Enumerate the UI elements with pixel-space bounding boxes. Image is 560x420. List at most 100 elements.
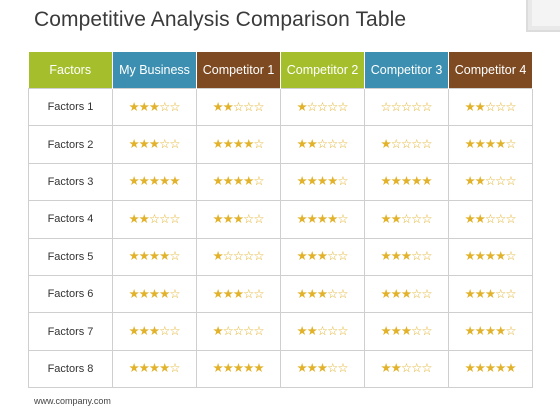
star-empty-icon: ☆: [337, 324, 349, 339]
star-empty-icon: ☆: [505, 174, 517, 189]
star-filled-icon: ★: [222, 361, 234, 376]
star-filled-icon: ★: [390, 249, 402, 264]
star-filled-icon: ★: [390, 324, 402, 339]
comparison-table: Factors My Business Competitor 1 Competi…: [28, 52, 533, 389]
rating-cell: ★★★☆☆: [196, 200, 281, 239]
star-empty-icon: ☆: [337, 137, 349, 152]
star-empty-icon: ☆: [243, 324, 255, 339]
star-rating: ★★★★☆: [464, 324, 516, 339]
star-filled-icon: ★: [464, 324, 476, 339]
star-empty-icon: ☆: [411, 324, 423, 339]
star-empty-icon: ☆: [243, 211, 255, 226]
star-filled-icon: ★: [222, 286, 234, 301]
star-empty-icon: ☆: [495, 211, 507, 226]
star-empty-icon: ☆: [169, 361, 181, 376]
star-filled-icon: ★: [296, 361, 308, 376]
star-empty-icon: ☆: [243, 249, 255, 264]
star-empty-icon: ☆: [253, 286, 265, 301]
star-filled-icon: ★: [128, 361, 140, 376]
star-empty-icon: ☆: [159, 324, 171, 339]
table-row: Factors 8 ★★★★☆ ★★★★★ ★★★☆☆ ★★☆☆☆ ★★★★★: [28, 349, 533, 389]
star-filled-icon: ★: [464, 174, 476, 189]
star-filled-icon: ★: [495, 324, 507, 339]
factor-label: Factors 8: [28, 349, 113, 389]
star-empty-icon: ☆: [421, 211, 433, 226]
star-empty-icon: ☆: [421, 99, 433, 114]
star-empty-icon: ☆: [243, 286, 255, 301]
footer-url: www.company.com: [34, 396, 111, 406]
rating-cell: ☆☆☆☆☆: [364, 87, 449, 127]
star-filled-icon: ★: [159, 249, 171, 264]
star-empty-icon: ☆: [327, 137, 339, 152]
star-filled-icon: ★: [390, 286, 402, 301]
star-filled-icon: ★: [148, 249, 161, 264]
star-filled-icon: ★: [128, 211, 140, 226]
rating-cell: ★★☆☆☆: [280, 125, 365, 164]
star-filled-icon: ★: [316, 211, 329, 226]
star-rating: ★★★☆☆: [212, 211, 264, 226]
star-empty-icon: ☆: [159, 99, 171, 114]
star-empty-icon: ☆: [337, 286, 349, 301]
star-filled-icon: ★: [243, 137, 255, 152]
star-filled-icon: ★: [296, 286, 308, 301]
star-rating: ★★★☆☆: [128, 324, 180, 339]
star-empty-icon: ☆: [253, 324, 265, 339]
star-empty-icon: ☆: [327, 286, 339, 301]
star-empty-icon: ☆: [421, 361, 433, 376]
star-filled-icon: ★: [128, 137, 140, 152]
star-rating: ★★☆☆☆: [296, 324, 349, 339]
star-rating: ★★★★★: [128, 175, 180, 188]
star-filled-icon: ★: [484, 249, 497, 264]
star-empty-icon: ☆: [411, 137, 423, 152]
star-rating: ☆☆☆☆☆: [380, 99, 433, 114]
star-filled-icon: ★: [232, 174, 245, 189]
star-filled-icon: ★: [474, 361, 486, 376]
star-rating: ★★★☆☆: [464, 286, 517, 301]
star-filled-icon: ★: [306, 211, 318, 226]
star-empty-icon: ☆: [495, 99, 507, 114]
star-filled-icon: ★: [212, 137, 224, 152]
star-filled-icon: ★: [390, 174, 402, 189]
star-filled-icon: ★: [138, 324, 150, 339]
star-rating: ★★☆☆☆: [380, 361, 433, 376]
star-rating: ★★★☆☆: [212, 286, 265, 301]
rating-cell: ★★★★☆: [196, 125, 281, 164]
star-filled-icon: ★: [380, 324, 392, 339]
rating-cell: ★★★☆☆: [112, 87, 197, 127]
rating-cell: ★★★★☆: [448, 237, 533, 276]
rating-cell: ★★★☆☆: [448, 274, 533, 314]
factor-label: Factors 4: [28, 200, 113, 239]
rating-cell: ★★★☆☆: [196, 274, 281, 314]
star-filled-icon: ★: [400, 174, 413, 189]
star-filled-icon: ★: [411, 174, 423, 189]
star-empty-icon: ☆: [505, 99, 517, 114]
star-empty-icon: ☆: [337, 211, 349, 226]
star-filled-icon: ★: [148, 137, 161, 152]
star-filled-icon: ★: [212, 211, 224, 226]
header-competitor-2: Competitor 2: [280, 52, 365, 89]
rating-cell: ★★★★☆: [448, 312, 533, 351]
rating-cell: ★★★★★: [196, 349, 281, 389]
header-competitor-4: Competitor 4: [448, 52, 533, 89]
table-row: Factors 4 ★★☆☆☆ ★★★☆☆ ★★★★☆ ★★☆☆☆ ★★☆☆☆: [28, 200, 533, 239]
star-filled-icon: ★: [306, 174, 318, 189]
factor-label: Factors 2: [28, 125, 113, 164]
star-rating: ★★★★☆: [128, 361, 181, 376]
rating-cell: ★★★☆☆: [112, 312, 197, 351]
star-empty-icon: ☆: [232, 324, 245, 339]
star-filled-icon: ★: [327, 211, 339, 226]
star-filled-icon: ★: [464, 249, 476, 264]
star-filled-icon: ★: [306, 137, 318, 152]
corner-decoration-inner: [532, 0, 560, 26]
star-rating: ★☆☆☆☆: [212, 249, 265, 264]
star-filled-icon: ★: [400, 249, 413, 264]
star-empty-icon: ☆: [159, 211, 171, 226]
star-rating: ★★☆☆☆: [464, 174, 517, 189]
star-empty-icon: ☆: [390, 99, 402, 114]
star-filled-icon: ★: [212, 99, 224, 114]
star-empty-icon: ☆: [337, 99, 349, 114]
star-empty-icon: ☆: [253, 249, 265, 264]
star-empty-icon: ☆: [421, 286, 433, 301]
rating-cell: ★★☆☆☆: [364, 349, 449, 389]
star-empty-icon: ☆: [505, 286, 517, 301]
